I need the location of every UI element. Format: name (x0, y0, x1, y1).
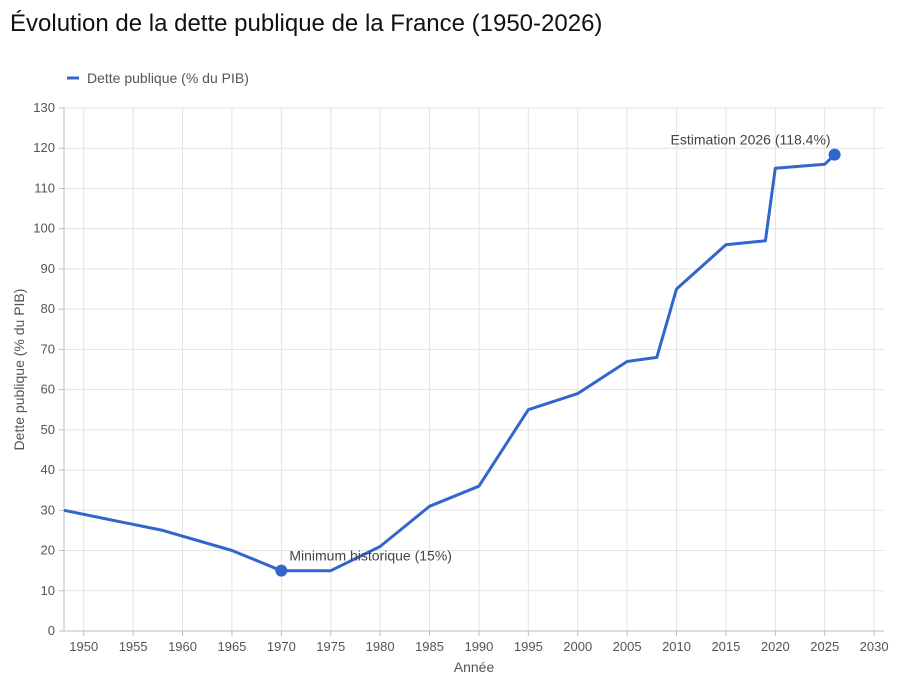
x-tick-label: 2015 (711, 639, 740, 654)
x-tick-label: 2005 (613, 639, 642, 654)
y-tick-label: 130 (33, 100, 55, 115)
annotation-label: Estimation 2026 (118.4%) (671, 132, 831, 148)
legend-label: Dette publique (% du PIB) (87, 70, 249, 86)
y-tick-label: 110 (34, 180, 55, 195)
y-tick-label: 30 (41, 502, 55, 517)
x-tick-label: 1970 (267, 639, 296, 654)
x-tick-label: 2020 (761, 639, 790, 654)
x-tick-label: 2025 (810, 639, 839, 654)
x-tick-label: 1985 (415, 639, 444, 654)
y-tick-label: 20 (41, 543, 55, 558)
x-tick-label: 1980 (366, 639, 395, 654)
y-tick-label: 100 (33, 221, 55, 236)
y-tick-label: 70 (41, 341, 55, 356)
x-tick-label: 2030 (860, 639, 889, 654)
y-tick-label: 90 (41, 261, 55, 276)
annotation-point (275, 564, 288, 577)
x-tick-label: 1975 (316, 639, 345, 654)
x-tick-label: 1960 (168, 639, 197, 654)
y-tick-label: 80 (41, 301, 55, 316)
annotation-label: Minimum historique (15%) (289, 548, 452, 564)
y-axis-title: Dette publique (% du PIB) (11, 289, 27, 451)
x-tick-label: 2000 (563, 639, 592, 654)
x-tick-label: 1995 (514, 639, 543, 654)
x-tick-label: 1965 (217, 639, 246, 654)
y-tick-label: 50 (41, 422, 55, 437)
x-tick-label: 2010 (662, 639, 691, 654)
series-line (63, 153, 836, 573)
y-tick-label: 120 (33, 140, 55, 155)
x-axis-title: Année (454, 659, 495, 675)
x-tick-label: 1990 (464, 639, 493, 654)
y-tick-label: 10 (41, 583, 55, 598)
y-tick-label: 40 (41, 462, 55, 477)
y-tick-label: 0 (48, 623, 55, 638)
x-tick-label: 1950 (69, 639, 98, 654)
y-tick-label: 60 (41, 382, 55, 397)
chart-title: Évolution de la dette publique de la Fra… (10, 10, 603, 37)
annotation-point (828, 148, 841, 161)
x-tick-label: 1955 (119, 639, 148, 654)
